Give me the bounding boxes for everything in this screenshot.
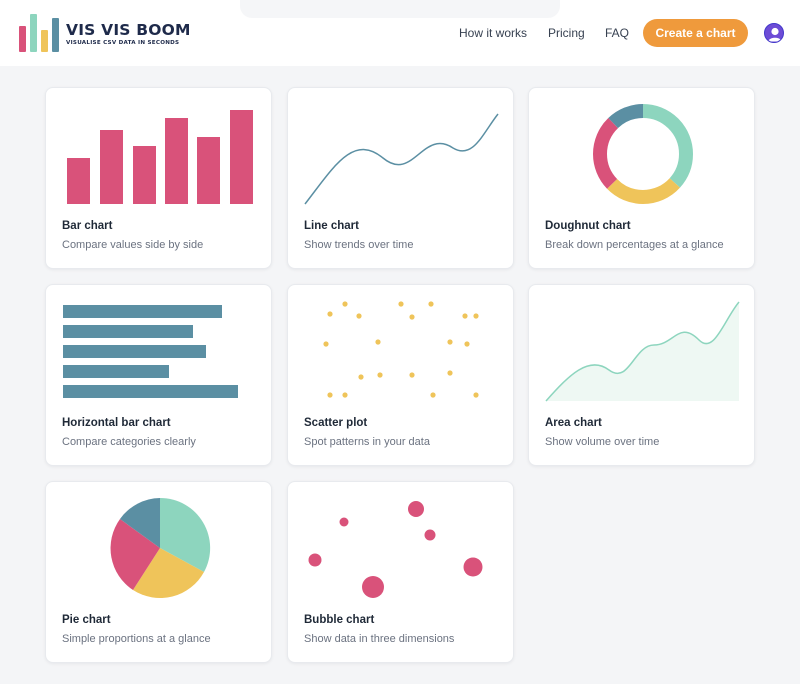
card-description: Break down percentages at a glance [545,239,724,251]
card-description: Spot patterns in your data [304,436,430,448]
card-title: Pie chart [62,614,111,626]
scatter-plot-icon [323,301,479,398]
chart-card-horizontal-bar[interactable]: Horizontal bar chart Compare categories … [45,284,272,466]
card-description: Compare values side by side [62,239,204,251]
card-description: Show trends over time [304,239,414,251]
area-chart-icon [545,301,740,402]
chart-card-area[interactable]: Area chart Show volume over time [528,284,755,466]
card-description: Show volume over time [545,436,660,448]
card-title: Bubble chart [304,614,375,626]
chart-card-line[interactable]: Line chart Show trends over time [287,87,514,269]
create-chart-button[interactable]: Create a chart [643,19,748,47]
doughnut-chart-icon [593,104,693,204]
chart-card-bubble[interactable]: Bubble chart Show data in three dimensio… [287,481,514,663]
card-title: Scatter plot [304,417,368,429]
chart-card-bar[interactable]: Bar chart Compare values side by side [45,87,272,269]
line-chart-icon [304,113,499,205]
header-backdrop [240,0,560,18]
bar-chart-icon [67,110,253,204]
chart-card-doughnut[interactable]: Doughnut chart Break down percentages at… [528,87,755,269]
logo[interactable]: VIS VIS BOOM VISUALISE CSV DATA IN SECON… [19,14,191,52]
horizontal-bar-chart-icon [63,305,238,398]
pie-chart-icon [110,497,211,599]
nav-how-it-works[interactable]: How it works [459,26,528,40]
logo-icon [19,14,63,52]
chart-card-pie[interactable]: Pie chart Simple proportions at a glance [45,481,272,663]
card-title: Bar chart [62,220,113,232]
card-description: Show data in three dimensions [304,633,455,645]
user-avatar-icon[interactable] [764,23,784,43]
card-title: Doughnut chart [545,220,631,232]
site-header: VIS VIS BOOM VISUALISE CSV DATA IN SECON… [0,0,800,66]
bubble-chart-icon [308,501,483,598]
card-title: Area chart [545,417,602,429]
card-title: Line chart [304,220,359,232]
card-description: Simple proportions at a glance [62,633,211,645]
card-title: Horizontal bar chart [62,417,171,429]
logo-subtitle: VISUALISE CSV DATA IN SECONDS [66,40,180,46]
nav-faq[interactable]: FAQ [605,26,630,40]
nav-pricing[interactable]: Pricing [548,26,585,40]
logo-title: VIS VIS BOOM [66,21,191,39]
card-description: Compare categories clearly [62,436,196,448]
chart-card-scatter[interactable]: Scatter plot Spot patterns in your data [287,284,514,466]
